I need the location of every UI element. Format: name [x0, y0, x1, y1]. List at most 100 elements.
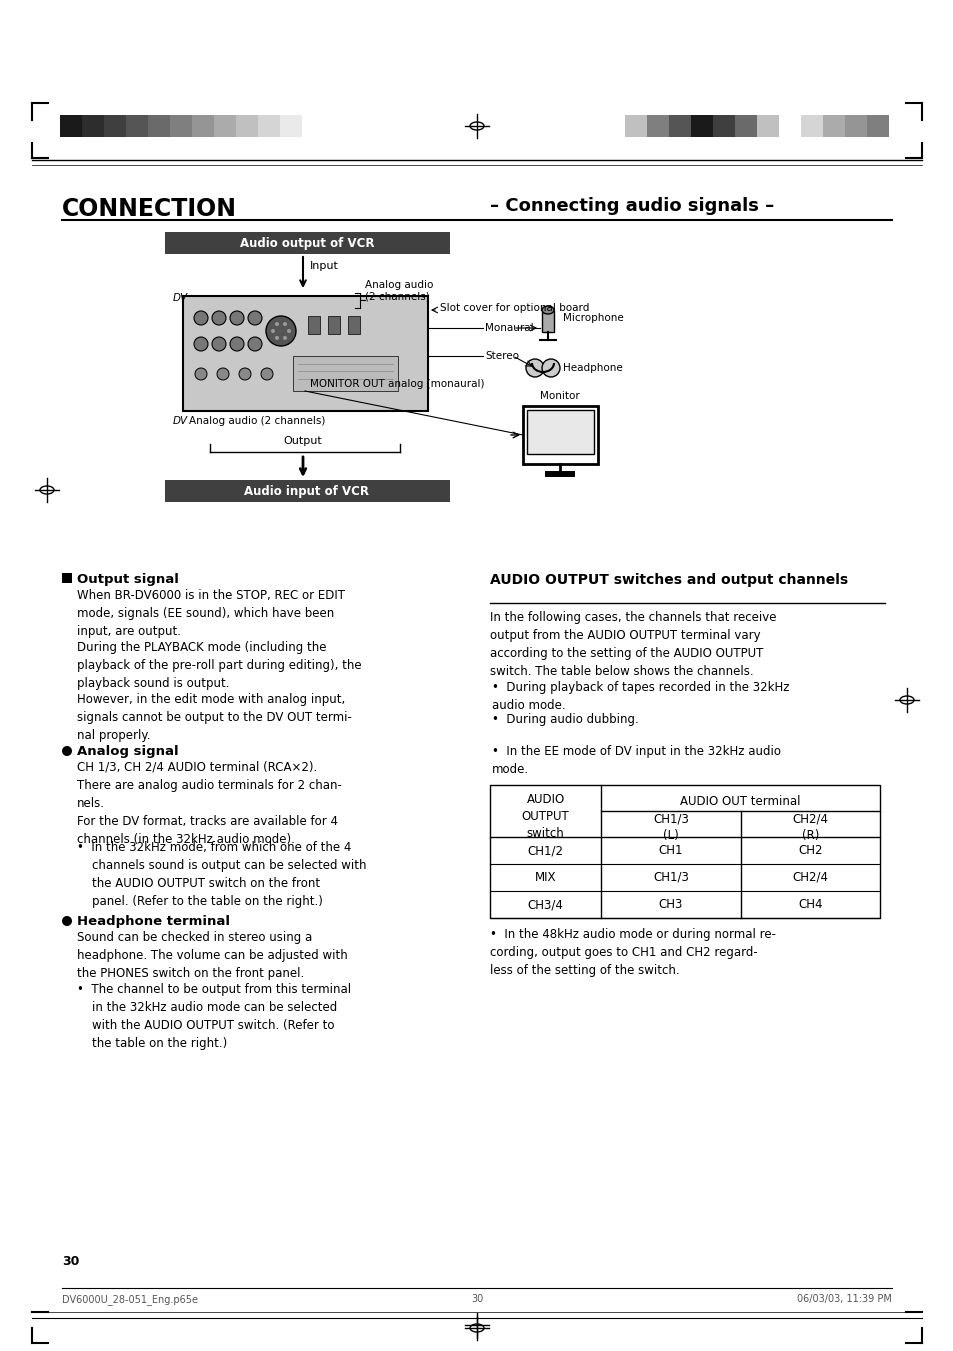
Text: AUDIO OUTPUT switches and output channels: AUDIO OUTPUT switches and output channel… — [490, 573, 847, 586]
Text: However, in the edit mode with analog input,
signals cannot be output to the DV : However, in the edit mode with analog in… — [77, 693, 352, 742]
Text: – Connecting audio signals –: – Connecting audio signals – — [490, 197, 774, 215]
Text: Monitor: Monitor — [539, 390, 579, 401]
Bar — [183, 296, 428, 411]
Bar — [668, 115, 690, 136]
Text: CH2/4: CH2/4 — [792, 871, 827, 884]
Bar — [104, 115, 126, 136]
Text: DV: DV — [172, 293, 188, 303]
Text: •  In the 32kHz mode, from which one of the 4
    channels sound is output can b: • In the 32kHz mode, from which one of t… — [77, 842, 366, 908]
Text: Output: Output — [283, 436, 322, 446]
Text: Input: Input — [310, 261, 338, 272]
Bar — [801, 115, 822, 136]
Text: CH 1/3, CH 2/4 AUDIO terminal (RCA×2).
There are analog audio terminals for 2 ch: CH 1/3, CH 2/4 AUDIO terminal (RCA×2). T… — [77, 761, 341, 846]
Circle shape — [261, 367, 273, 380]
Text: 30: 30 — [62, 1255, 79, 1269]
Bar — [348, 316, 359, 334]
Text: CH2/4
(R): CH2/4 (R) — [792, 813, 827, 842]
Text: CH1/2: CH1/2 — [527, 844, 563, 857]
Bar — [192, 115, 213, 136]
Circle shape — [248, 336, 262, 351]
Circle shape — [194, 367, 207, 380]
Text: DV: DV — [172, 416, 188, 426]
Circle shape — [541, 359, 559, 377]
Bar — [165, 232, 450, 254]
Bar — [293, 357, 397, 390]
Text: In the following cases, the channels that receive
output from the AUDIO OUTPUT t: In the following cases, the channels tha… — [490, 611, 776, 678]
Text: Slot cover for optional board: Slot cover for optional board — [439, 303, 589, 313]
Circle shape — [274, 322, 278, 326]
Bar — [844, 115, 866, 136]
Text: Stereo: Stereo — [484, 351, 518, 361]
Text: AUDIO OUT terminal: AUDIO OUT terminal — [679, 794, 800, 808]
Bar — [235, 115, 257, 136]
Bar — [757, 115, 779, 136]
Text: When BR-DV6000 is in the STOP, REC or EDIT
mode, signals (EE sound), which have : When BR-DV6000 is in the STOP, REC or ED… — [77, 589, 345, 638]
Circle shape — [239, 367, 251, 380]
Text: During the PLAYBACK mode (including the
playback of the pre-roll part during edi: During the PLAYBACK mode (including the … — [77, 640, 361, 690]
Circle shape — [62, 746, 71, 757]
Bar — [712, 115, 734, 136]
Text: Output signal: Output signal — [77, 573, 179, 586]
Text: •  During audio dubbing.: • During audio dubbing. — [492, 713, 639, 725]
Circle shape — [212, 336, 226, 351]
Circle shape — [525, 359, 543, 377]
Bar — [544, 471, 575, 477]
Text: CH1/3: CH1/3 — [653, 871, 688, 884]
Text: Headphone: Headphone — [562, 363, 622, 373]
Bar — [822, 115, 844, 136]
Circle shape — [230, 336, 244, 351]
Circle shape — [230, 311, 244, 326]
Bar — [624, 115, 646, 136]
Bar — [690, 115, 712, 136]
Text: Headphone terminal: Headphone terminal — [77, 915, 230, 928]
Circle shape — [287, 330, 291, 332]
Text: Monaural: Monaural — [484, 323, 533, 332]
Bar — [308, 316, 319, 334]
Text: CH3: CH3 — [659, 898, 682, 911]
Text: CH4: CH4 — [798, 898, 821, 911]
Text: 30: 30 — [471, 1294, 482, 1304]
Circle shape — [283, 322, 287, 326]
Bar — [522, 407, 598, 463]
Text: AUDIO
OUTPUT
switch: AUDIO OUTPUT switch — [521, 793, 569, 840]
Text: •  The channel to be output from this terminal
    in the 32kHz audio mode can b: • The channel to be output from this ter… — [77, 984, 351, 1050]
Text: 06/03/03, 11:39 PM: 06/03/03, 11:39 PM — [797, 1294, 891, 1304]
Circle shape — [216, 367, 229, 380]
Bar — [257, 115, 280, 136]
Circle shape — [212, 311, 226, 326]
Text: MIX: MIX — [535, 871, 556, 884]
Text: Audio input of VCR: Audio input of VCR — [244, 485, 369, 497]
Circle shape — [274, 336, 278, 340]
Bar — [328, 316, 339, 334]
Bar — [126, 115, 148, 136]
Text: Sound can be checked in stereo using a
headphone. The volume can be adjusted wit: Sound can be checked in stereo using a h… — [77, 931, 348, 979]
Text: •  During playback of tapes recorded in the 32kHz
audio mode.: • During playback of tapes recorded in t… — [492, 681, 789, 712]
Circle shape — [271, 330, 274, 332]
Circle shape — [62, 916, 71, 925]
Bar — [280, 115, 302, 136]
Bar — [779, 115, 801, 136]
Text: Analog signal: Analog signal — [77, 744, 178, 758]
Text: DV6000U_28-051_Eng.p65e: DV6000U_28-051_Eng.p65e — [62, 1294, 198, 1305]
Text: Audio output of VCR: Audio output of VCR — [239, 236, 374, 250]
Text: Microphone: Microphone — [562, 313, 623, 323]
Text: CH1: CH1 — [658, 844, 682, 857]
Circle shape — [193, 336, 208, 351]
Text: Analog audio
(2 channels): Analog audio (2 channels) — [365, 280, 433, 301]
Text: •  In the 48kHz audio mode or during normal re-
cording, output goes to CH1 and : • In the 48kHz audio mode or during norm… — [490, 928, 775, 977]
Bar — [526, 409, 594, 454]
Bar — [541, 309, 554, 332]
Text: Analog audio (2 channels): Analog audio (2 channels) — [189, 416, 325, 426]
Bar — [148, 115, 170, 136]
Bar — [165, 480, 450, 503]
Circle shape — [266, 316, 295, 346]
Text: CH2: CH2 — [798, 844, 821, 857]
Text: •  In the EE mode of DV input in the 32kHz audio
mode.: • In the EE mode of DV input in the 32kH… — [492, 744, 781, 775]
Bar — [866, 115, 888, 136]
Text: CONNECTION: CONNECTION — [62, 197, 236, 222]
Text: CH3/4: CH3/4 — [527, 898, 563, 911]
Bar — [213, 115, 235, 136]
Text: MONITOR OUT analog (monaural): MONITOR OUT analog (monaural) — [310, 380, 484, 389]
Bar — [170, 115, 192, 136]
Bar — [82, 115, 104, 136]
